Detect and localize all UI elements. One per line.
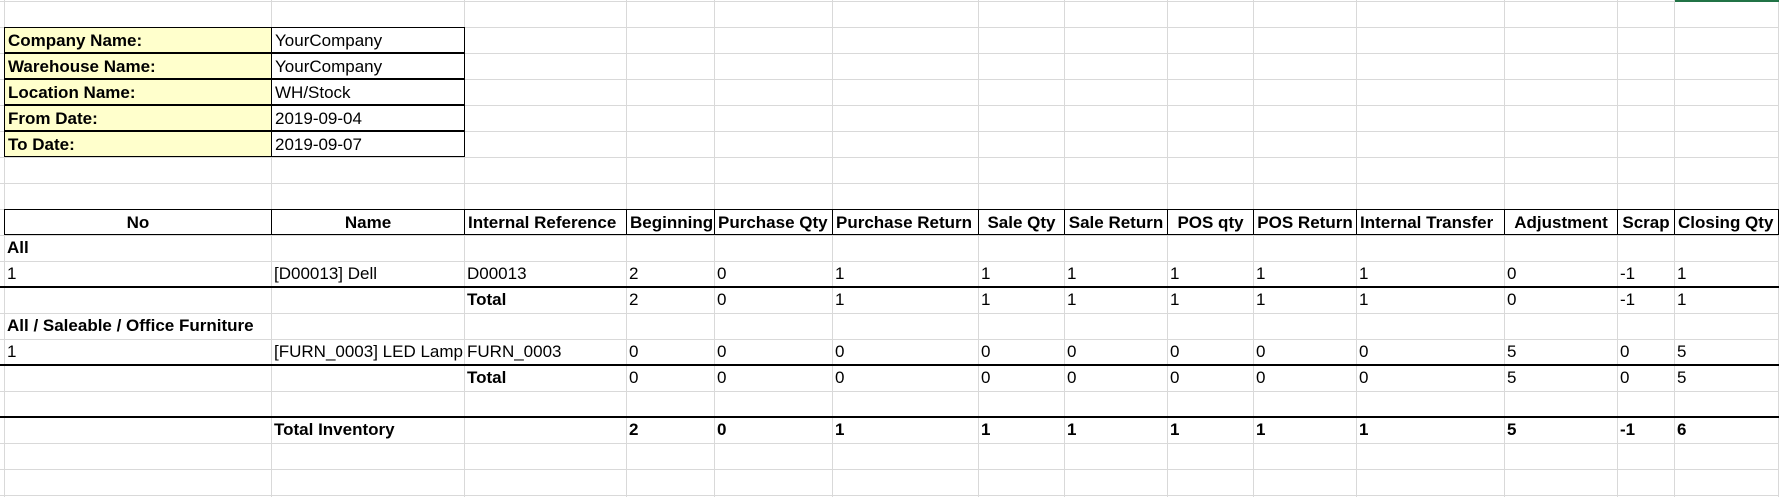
company-name-label[interactable]: Company Name: (4, 27, 272, 53)
total-cell[interactable]: 0 (629, 368, 639, 387)
table-row-cell[interactable]: 0 (717, 342, 727, 361)
table-row-cell[interactable]: 0 (1170, 342, 1180, 361)
grand-total-cell[interactable]: 1 (1170, 420, 1180, 439)
grand-total-cell[interactable]: 1 (1359, 420, 1369, 439)
total-cell[interactable]: 0 (1256, 368, 1266, 387)
total-cell[interactable]: 0 (1170, 368, 1180, 387)
total-cell[interactable]: 1 (1359, 290, 1369, 309)
total-cell[interactable]: -1 (1620, 290, 1636, 309)
header-beginning[interactable]: Beginning (626, 209, 715, 235)
total-cell[interactable]: 1 (1170, 290, 1180, 309)
group-separator-line (0, 286, 1779, 288)
total-cell[interactable]: 1 (1256, 290, 1266, 309)
warehouse-name-label[interactable]: Warehouse Name: (4, 53, 272, 79)
grand-total-cell[interactable]: 6 (1677, 420, 1687, 439)
grand-total-cell[interactable]: 2 (629, 420, 639, 439)
total-cell[interactable]: 0 (835, 368, 845, 387)
table-row-cell[interactable]: 0 (1507, 264, 1517, 283)
grand-total-cell[interactable]: 1 (981, 420, 991, 439)
group-separator-line (0, 364, 1779, 366)
grand-total-separator-line (0, 416, 1779, 418)
table-row-cell[interactable]: 0 (981, 342, 991, 361)
header-name[interactable]: Name (271, 209, 465, 235)
table-row-cell[interactable]: 5 (1507, 342, 1517, 361)
total-cell[interactable]: 1 (835, 290, 845, 309)
header-no[interactable]: No (4, 209, 272, 235)
table-row-cell[interactable]: 1 (7, 264, 17, 283)
header-purchase-return[interactable]: Purchase Return (832, 209, 979, 235)
header-internal-transfer[interactable]: Internal Transfer (1356, 209, 1505, 235)
table-row-cell[interactable]: 0 (629, 342, 639, 361)
header-scrap[interactable]: Scrap (1617, 209, 1675, 235)
total-cell[interactable]: 1 (981, 290, 991, 309)
table-row-cell[interactable]: 1 (981, 264, 991, 283)
header-purchase-qty[interactable]: Purchase Qty (714, 209, 833, 235)
header-sale-return[interactable]: Sale Return (1064, 209, 1168, 235)
total-cell[interactable]: 1 (1067, 290, 1077, 309)
total-cell[interactable]: 0 (1359, 368, 1369, 387)
table-row-cell[interactable]: 1 (1067, 264, 1077, 283)
total-cell[interactable]: 0 (1620, 368, 1630, 387)
location-name-value[interactable]: WH/Stock (271, 79, 465, 105)
table-row-cell[interactable]: FURN_0003 (467, 342, 562, 361)
warehouse-name-value[interactable]: YourCompany (271, 53, 465, 79)
table-row-cell[interactable]: 1 (1170, 264, 1180, 283)
company-name-value[interactable]: YourCompany (271, 27, 465, 53)
table-row-cell[interactable]: 1 (1256, 264, 1266, 283)
grand-total-cell[interactable]: 0 (717, 420, 727, 439)
header-closing-qty[interactable]: Closing Qty (1674, 209, 1779, 235)
total-cell[interactable]: 0 (717, 290, 727, 309)
table-row-cell[interactable]: 0 (1359, 342, 1369, 361)
total-cell[interactable]: 0 (1507, 290, 1517, 309)
total-cell[interactable]: 0 (717, 368, 727, 387)
from-date-value[interactable]: 2019-09-04 (271, 105, 465, 131)
total-label[interactable]: Total (467, 368, 507, 387)
table-row-cell[interactable]: 1 (1359, 264, 1369, 283)
table-row-cell[interactable]: 1 (1677, 264, 1687, 283)
table-row-cell[interactable]: 1 (835, 264, 845, 283)
table-row-cell[interactable]: 2 (629, 264, 639, 283)
group-title[interactable]: All (7, 238, 29, 257)
total-cell[interactable]: 5 (1677, 368, 1687, 387)
table-row-cell[interactable]: [FURN_0003] LED Lamp (274, 342, 463, 361)
table-row-cell[interactable]: -1 (1620, 264, 1636, 283)
table-row-cell[interactable]: D00013 (467, 264, 527, 283)
table-row-cell[interactable]: 5 (1677, 342, 1687, 361)
selection-accent (1675, 0, 1779, 2)
header-pos-return[interactable]: POS Return (1253, 209, 1357, 235)
grand-total-cell[interactable]: -1 (1620, 420, 1636, 439)
total-cell[interactable]: 0 (981, 368, 991, 387)
total-cell[interactable]: 0 (1067, 368, 1077, 387)
total-label[interactable]: Total (467, 290, 507, 309)
table-row-cell[interactable]: 0 (1256, 342, 1266, 361)
to-date-label[interactable]: To Date: (4, 131, 272, 157)
table-row-cell[interactable]: 1 (7, 342, 17, 361)
header-internal-reference[interactable]: Internal Reference (464, 209, 627, 235)
grand-total-cell[interactable]: 5 (1507, 420, 1517, 439)
total-cell[interactable]: 1 (1677, 290, 1687, 309)
location-name-label[interactable]: Location Name: (4, 79, 272, 105)
total-cell[interactable]: 5 (1507, 368, 1517, 387)
table-row-cell[interactable]: 0 (717, 264, 727, 283)
header-pos-qty[interactable]: POS qty (1167, 209, 1254, 235)
group-title[interactable]: All / Saleable / Office Furniture (7, 316, 254, 335)
to-date-value[interactable]: 2019-09-07 (271, 131, 465, 157)
grand-total-cell[interactable]: 1 (1256, 420, 1266, 439)
total-cell[interactable]: 2 (629, 290, 639, 309)
grand-total-cell[interactable]: 1 (835, 420, 845, 439)
table-row-cell[interactable]: [D00013] Dell (274, 264, 378, 283)
from-date-label[interactable]: From Date: (4, 105, 272, 131)
table-row-cell[interactable]: 0 (1067, 342, 1077, 361)
grand-total-label[interactable]: Total Inventory (274, 420, 395, 439)
header-adjustment[interactable]: Adjustment (1504, 209, 1618, 235)
grand-total-cell[interactable]: 1 (1067, 420, 1077, 439)
table-row-cell[interactable]: 0 (1620, 342, 1630, 361)
table-row-cell[interactable]: 0 (835, 342, 845, 361)
header-sale-qty[interactable]: Sale Qty (978, 209, 1065, 235)
